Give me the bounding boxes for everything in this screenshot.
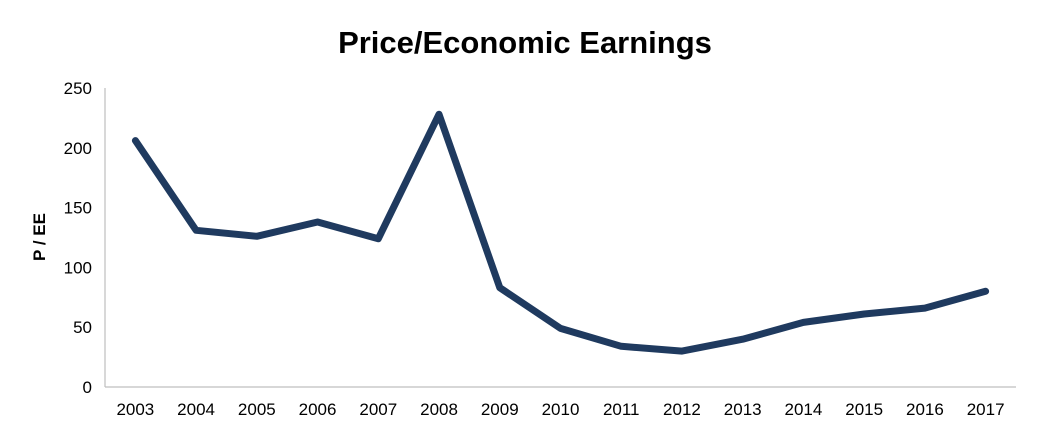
x-tick-label: 2014 bbox=[785, 400, 823, 419]
series-group bbox=[131, 110, 990, 355]
x-tick-label: 2007 bbox=[359, 400, 397, 419]
x-tick-label: 2010 bbox=[542, 400, 580, 419]
x-tick-label: 2015 bbox=[845, 400, 883, 419]
x-tick-label: 2009 bbox=[481, 400, 519, 419]
y-tick-label: 200 bbox=[64, 139, 92, 158]
x-axis-ticks: 2003 2004 2005 2006 2007 2008 2009 2010 2011 2012… bbox=[116, 400, 1004, 419]
x-tick-label: 2006 bbox=[299, 400, 337, 419]
y-tick-label: 250 bbox=[64, 79, 92, 98]
x-tick-label: 2012 bbox=[663, 400, 701, 419]
series-line bbox=[131, 110, 990, 355]
x-tick-label: 2005 bbox=[238, 400, 276, 419]
y-tick-label: 150 bbox=[64, 199, 92, 218]
y-tick-label: 50 bbox=[73, 318, 92, 337]
x-tick-label: 2017 bbox=[967, 400, 1005, 419]
y-axis-label: P / EE bbox=[30, 213, 49, 261]
chart-title: Price/Economic Earnings bbox=[338, 25, 712, 60]
x-tick-label: 2004 bbox=[177, 400, 215, 419]
x-tick-label: 2003 bbox=[116, 400, 154, 419]
x-tick-label: 2013 bbox=[724, 400, 762, 419]
x-tick-label: 2016 bbox=[906, 400, 944, 419]
y-tick-label: 100 bbox=[64, 258, 92, 277]
x-tick-label: 2008 bbox=[420, 400, 458, 419]
y-tick-label: 0 bbox=[83, 378, 92, 397]
y-axis-ticks: 0 50 100 150 200 250 bbox=[64, 79, 92, 397]
x-tick-label: 2011 bbox=[603, 400, 640, 419]
